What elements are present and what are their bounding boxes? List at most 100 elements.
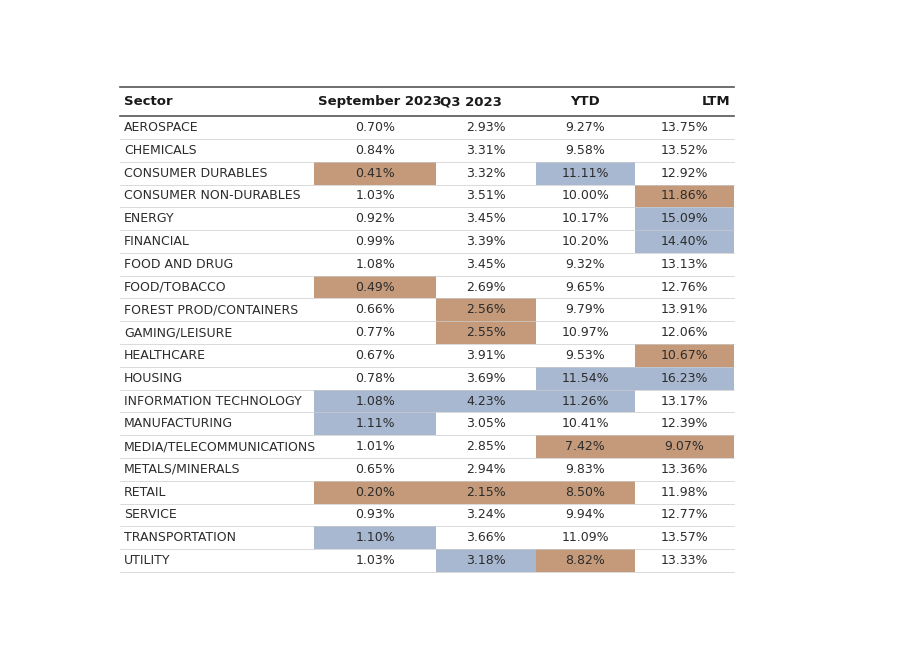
Text: 3.05%: 3.05% [466,417,506,430]
Text: MANUFACTURING: MANUFACTURING [124,417,233,430]
Text: 0.77%: 0.77% [356,326,395,339]
Text: 3.45%: 3.45% [466,258,506,271]
Text: 0.93%: 0.93% [356,509,395,521]
Text: SERVICE: SERVICE [124,509,177,521]
Text: 4.23%: 4.23% [466,395,506,408]
Text: 3.24%: 3.24% [466,509,506,521]
Bar [536,389,634,412]
Text: 11.98%: 11.98% [661,486,708,499]
Text: TRANSPORTATION: TRANSPORTATION [124,531,236,544]
Bar [314,412,436,435]
Bar [436,298,536,322]
Text: 9.32%: 9.32% [565,258,605,271]
Bar [634,344,734,367]
Text: 8.82%: 8.82% [565,554,605,567]
Text: 13.33%: 13.33% [661,554,708,567]
Text: 13.36%: 13.36% [661,463,708,476]
Text: CONSUMER NON-DURABLES: CONSUMER NON-DURABLES [124,190,301,203]
Bar [536,549,634,572]
Bar [634,230,734,253]
Text: 1.08%: 1.08% [356,395,395,408]
Text: 10.67%: 10.67% [661,349,708,362]
Text: Q3 2023: Q3 2023 [440,95,502,108]
Text: 0.49%: 0.49% [356,281,395,294]
Text: METALS/MINERALS: METALS/MINERALS [124,463,240,476]
Text: GAMING/LEISURE: GAMING/LEISURE [124,326,232,339]
Bar [314,276,436,298]
Text: HEALTHCARE: HEALTHCARE [124,349,206,362]
Text: 3.91%: 3.91% [466,349,506,362]
Text: Sector: Sector [124,95,173,108]
Bar [436,389,536,412]
Text: FOOD/TOBACCO: FOOD/TOBACCO [124,281,227,294]
Text: 0.20%: 0.20% [356,486,395,499]
Text: CONSUMER DURABLES: CONSUMER DURABLES [124,167,267,180]
Text: 3.32%: 3.32% [466,167,506,180]
Text: YTD: YTD [571,95,600,108]
Bar [634,184,734,207]
Text: 3.39%: 3.39% [466,235,506,248]
Text: 1.10%: 1.10% [356,531,395,544]
Text: 0.41%: 0.41% [356,167,395,180]
Text: 3.45%: 3.45% [466,212,506,225]
Text: RETAIL: RETAIL [124,486,166,499]
Text: 0.65%: 0.65% [356,463,395,476]
Bar [634,207,734,230]
Text: 12.39%: 12.39% [661,417,708,430]
Text: 3.18%: 3.18% [466,554,506,567]
Text: September 2023: September 2023 [318,95,442,108]
Text: FINANCIAL: FINANCIAL [124,235,190,248]
Text: 16.23%: 16.23% [661,372,708,385]
Text: 3.69%: 3.69% [466,372,506,385]
Text: 14.40%: 14.40% [661,235,708,248]
Bar [634,367,734,389]
Text: 0.99%: 0.99% [356,235,395,248]
Text: INFORMATION TECHNOLOGY: INFORMATION TECHNOLOGY [124,395,302,408]
Text: ENERGY: ENERGY [124,212,175,225]
Bar [536,162,634,184]
Text: 9.53%: 9.53% [565,349,605,362]
Text: 9.94%: 9.94% [565,509,605,521]
Text: 11.11%: 11.11% [562,167,609,180]
Text: 1.03%: 1.03% [356,190,395,203]
Text: 10.17%: 10.17% [562,212,609,225]
Text: 12.76%: 12.76% [661,281,708,294]
Text: 12.77%: 12.77% [661,509,708,521]
Text: HOUSING: HOUSING [124,372,184,385]
Text: 7.42%: 7.42% [565,440,605,453]
Text: 12.92%: 12.92% [661,167,708,180]
Bar [536,367,634,389]
Text: FOOD AND DRUG: FOOD AND DRUG [124,258,233,271]
Text: AEROSPACE: AEROSPACE [124,121,199,134]
Text: 0.70%: 0.70% [356,121,395,134]
Bar [436,322,536,344]
Text: 11.09%: 11.09% [562,531,609,544]
Text: CHEMICALS: CHEMICALS [124,144,197,157]
Text: 2.69%: 2.69% [466,281,506,294]
Text: MEDIA/TELECOMMUNICATIONS: MEDIA/TELECOMMUNICATIONS [124,440,317,453]
Text: 11.54%: 11.54% [562,372,609,385]
Text: 1.11%: 1.11% [356,417,395,430]
Text: 13.17%: 13.17% [661,395,708,408]
Text: 8.50%: 8.50% [565,486,605,499]
Bar [436,549,536,572]
Text: 2.94%: 2.94% [466,463,506,476]
Bar [314,481,436,503]
Text: 13.13%: 13.13% [661,258,708,271]
Bar [634,435,734,458]
Text: 3.51%: 3.51% [466,190,506,203]
Text: UTILITY: UTILITY [124,554,171,567]
Text: 11.86%: 11.86% [661,190,708,203]
Text: 10.97%: 10.97% [562,326,609,339]
Text: 0.92%: 0.92% [356,212,395,225]
Text: FOREST PROD/CONTAINERS: FOREST PROD/CONTAINERS [124,303,299,316]
Text: 9.79%: 9.79% [565,303,605,316]
Bar [436,481,536,503]
Text: 10.41%: 10.41% [562,417,609,430]
Text: 3.31%: 3.31% [466,144,506,157]
Text: 13.52%: 13.52% [661,144,708,157]
Text: 0.78%: 0.78% [356,372,395,385]
Bar [536,435,634,458]
Text: 0.84%: 0.84% [356,144,395,157]
Bar [314,389,436,412]
